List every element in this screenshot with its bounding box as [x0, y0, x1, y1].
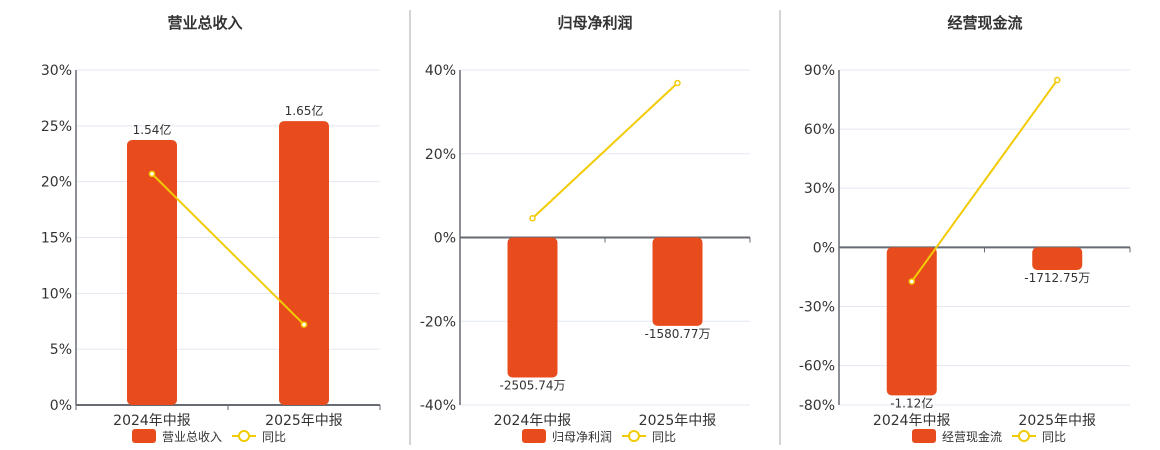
legend-line-marker	[238, 430, 250, 442]
legend-line-label: 同比	[262, 430, 286, 444]
legend-line-marker	[1018, 430, 1030, 442]
legend-bar-swatch	[522, 429, 546, 443]
x-tick-label: 2024年中报	[873, 413, 951, 429]
x-tick-label: 2025年中报	[265, 413, 343, 429]
bar	[886, 247, 937, 396]
y-tick-label: 10%	[41, 286, 72, 302]
x-tick-label: 2025年中报	[1018, 413, 1096, 429]
chart-title: 营业总收入	[167, 14, 242, 32]
yoy-point	[148, 170, 156, 178]
y-tick-label: 5%	[50, 342, 72, 358]
y-tick-label: 30%	[41, 63, 72, 79]
yoy-point	[300, 321, 308, 328]
y-tick-label: 0%	[50, 398, 72, 414]
y-tick-label: -60%	[799, 359, 835, 375]
yoy-point	[1054, 76, 1061, 84]
chart-1: 营业总收入 30% 25% 20% 15% 10% 5% 0% 1.54亿 2024年中报 1.65…	[41, 14, 381, 444]
legend-bar-label: 经营现金流	[942, 429, 1002, 444]
legend-bar-swatch	[912, 429, 936, 443]
y-tick-label: -80%	[799, 398, 835, 414]
yoy-point	[908, 278, 915, 285]
legend-bar-swatch	[132, 429, 156, 443]
y-tick-label: 15%	[41, 231, 72, 247]
legend-line-marker	[628, 430, 640, 442]
chart-title: 归母净利润	[557, 14, 632, 32]
legend-line-label: 同比	[652, 430, 676, 444]
bar-data-label: 1.65亿	[285, 103, 324, 118]
y-tick-label: -30%	[799, 299, 835, 315]
yoy-line	[531, 82, 679, 219]
y-tick-label: 0%	[813, 240, 835, 256]
y-tick-label: 30%	[804, 181, 835, 197]
y-tick-label: 40%	[425, 63, 456, 79]
yoy-point	[529, 214, 536, 222]
bar-data-label: 1.54亿	[133, 122, 172, 137]
bar-data-label: -1.12亿	[890, 395, 933, 410]
y-tick-label: -40%	[420, 398, 456, 414]
y-tick-label: 20%	[425, 147, 456, 163]
bar	[279, 121, 329, 406]
y-tick-label: 60%	[804, 122, 835, 138]
x-tick-label: 2024年中报	[494, 413, 572, 429]
chart-title: 经营现金流	[947, 14, 1022, 32]
y-tick-label: 20%	[41, 175, 72, 191]
bar-data-label: -1580.77万	[645, 327, 711, 341]
bar	[652, 237, 703, 326]
yoy-point	[674, 79, 681, 87]
x-tick-label: 2025年中报	[639, 413, 717, 429]
y-tick-label: 25%	[41, 119, 72, 135]
legend-bar-label: 营业总收入	[162, 430, 222, 444]
yoy-line	[910, 79, 1059, 283]
y-tick-label: -20%	[420, 314, 456, 330]
chart-3: 经营现金流 90% 60% 30% 0% -30% -60% -80% -1.12亿 2024年中…	[799, 14, 1131, 444]
legend-line-label: 同比	[1042, 430, 1066, 444]
legend-bar-label: 归母净利润	[552, 430, 612, 444]
bar	[507, 237, 558, 378]
y-tick-label: 90%	[804, 63, 835, 79]
bar-data-label: -2505.74万	[500, 379, 566, 393]
bar	[1032, 247, 1083, 270]
yoy-line	[151, 173, 305, 326]
bar	[127, 140, 177, 405]
x-tick-label: 2024年中报	[113, 413, 191, 429]
bar-data-label: -1712.75万	[1024, 271, 1090, 285]
y-tick-label: 0%	[434, 231, 456, 247]
chart-2: 归母净利润 40% 20% 0% -20% -40% -2505.74万 2024年中报 -15…	[420, 14, 751, 444]
